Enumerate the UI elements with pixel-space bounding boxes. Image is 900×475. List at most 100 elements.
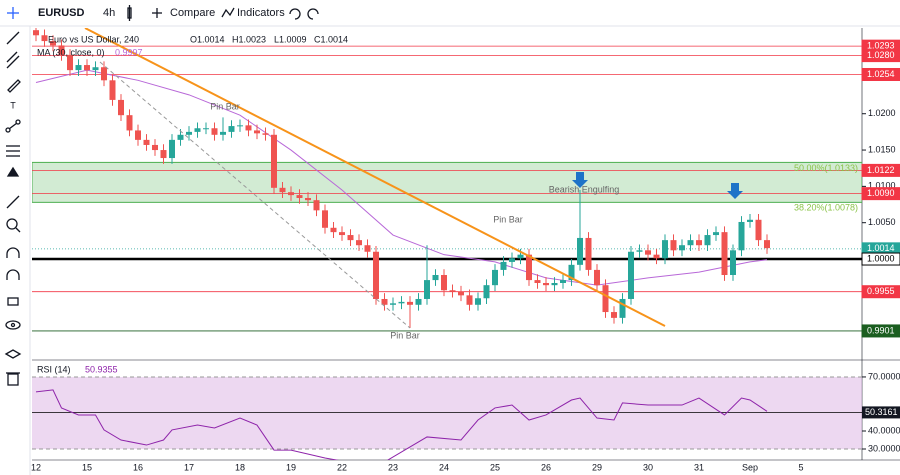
candle-body: [509, 258, 515, 262]
candle-body: [730, 250, 736, 276]
ma-legend: MA (30, close, 0): [37, 47, 105, 57]
candle-body: [237, 125, 243, 127]
candle-body: [92, 67, 99, 71]
candle-body: [602, 285, 609, 313]
candle-body: [500, 261, 507, 270]
x-tick-label: 24: [439, 462, 449, 472]
drawing-tools[interactable]: T: [4, 31, 22, 386]
x-tick-label: 12: [31, 462, 41, 472]
rsi-y-tick-label: 70.0000: [868, 371, 900, 381]
x-tick-label: Sep: [742, 462, 758, 472]
candle-body: [577, 237, 583, 265]
x-tick-label: 30: [643, 462, 653, 472]
rsi-line: [35, 389, 768, 460]
x-tick-label: 18: [235, 462, 245, 472]
svg-text:T: T: [10, 100, 16, 110]
candle-body: [152, 144, 158, 151]
candle-body: [560, 280, 566, 283]
candle-body: [747, 219, 753, 222]
candle-body: [398, 301, 405, 304]
y-tick-label: 1.0200: [868, 108, 896, 118]
x-tick-label: 31: [694, 462, 704, 472]
candle-body: [619, 298, 626, 318]
x-tick-label: 23: [388, 462, 398, 472]
candle-body: [288, 192, 294, 196]
level-label-box: [861, 163, 900, 177]
y-tick-label: 1.0050: [868, 217, 896, 227]
candle-body: [75, 65, 82, 71]
candle-body: [245, 125, 252, 131]
y-tick-label: 1.0100: [868, 181, 896, 191]
level-label: 1.0014: [867, 243, 895, 253]
candle-body: [58, 45, 65, 55]
candle-body: [653, 254, 660, 259]
candle-body: [713, 232, 719, 236]
fib-label: 38.20%(1.0078): [794, 203, 858, 213]
chart-type-icon[interactable]: [127, 5, 132, 21]
trend-line: [84, 28, 666, 327]
candle-body: [526, 254, 532, 281]
rsi-band: [32, 376, 862, 450]
candle-body: [628, 251, 634, 299]
candle-body: [296, 195, 303, 198]
symbol[interactable]: EURUSD: [38, 7, 85, 19]
candle-body: [704, 235, 711, 246]
compare-button[interactable]: Compare: [170, 7, 215, 19]
candle-body: [679, 245, 685, 251]
level-label: 1.0122: [867, 165, 895, 175]
compare-icon[interactable]: [152, 8, 162, 18]
ohlc-high: H1.0023: [232, 34, 266, 44]
indicators-icon[interactable]: [221, 7, 235, 18]
candle-body: [662, 240, 668, 259]
candle-body: [194, 128, 201, 132]
fib-zone: [32, 161, 862, 203]
level-label-box: [861, 252, 900, 266]
level-label: 0.9901: [867, 325, 895, 335]
candle-body: [721, 232, 728, 276]
candle-body: [696, 240, 702, 246]
crosshair-icon[interactable]: [7, 7, 19, 19]
x-tick-label: 17: [184, 462, 194, 472]
x-tick-label: 19: [286, 462, 296, 472]
ma-value: 0.9997: [115, 47, 143, 57]
rsi-y-tick-label: 40.0000: [868, 425, 900, 435]
undo-redo[interactable]: [289, 8, 319, 20]
x-tick-label: 15: [82, 462, 92, 472]
candle-body: [143, 139, 150, 145]
rsi-y-tick-label: 30.0000: [868, 443, 900, 453]
rsi-current-box: [862, 406, 900, 419]
indicators-button[interactable]: Indicators: [237, 7, 285, 19]
x-tick-label: 29: [592, 462, 602, 472]
candle-body: [41, 35, 48, 42]
candle-body: [585, 237, 592, 270]
level-label: 1.0090: [867, 188, 895, 198]
candle-body: [101, 67, 107, 81]
candle-body: [135, 130, 141, 140]
candle-body: [228, 126, 235, 132]
candle-body: [432, 275, 439, 281]
annotation: Pin Bar: [390, 330, 420, 340]
interval[interactable]: 4h: [103, 7, 115, 19]
rsi-current-label: 50.3161: [865, 407, 898, 417]
candle-body: [126, 115, 133, 131]
candle-body: [347, 235, 354, 241]
x-tick-label: 16: [133, 462, 143, 472]
level-label-box: [861, 187, 900, 201]
annotation: Pin Bar: [493, 214, 523, 224]
candle-body: [254, 130, 260, 134]
candle-body: [458, 291, 464, 296]
candle-body: [169, 139, 175, 159]
candle-body: [279, 187, 286, 193]
candle-body: [534, 280, 541, 283]
candle-body: [262, 133, 269, 135]
candle-body: [611, 312, 617, 318]
candle-body: [203, 128, 209, 130]
down-arrow: [572, 172, 588, 188]
candle-body: [568, 264, 575, 281]
candle-body: [33, 30, 39, 36]
candle-body: [313, 200, 320, 211]
candle-body: [594, 269, 600, 286]
candle-body: [322, 210, 328, 228]
candle-body: [424, 280, 430, 299]
